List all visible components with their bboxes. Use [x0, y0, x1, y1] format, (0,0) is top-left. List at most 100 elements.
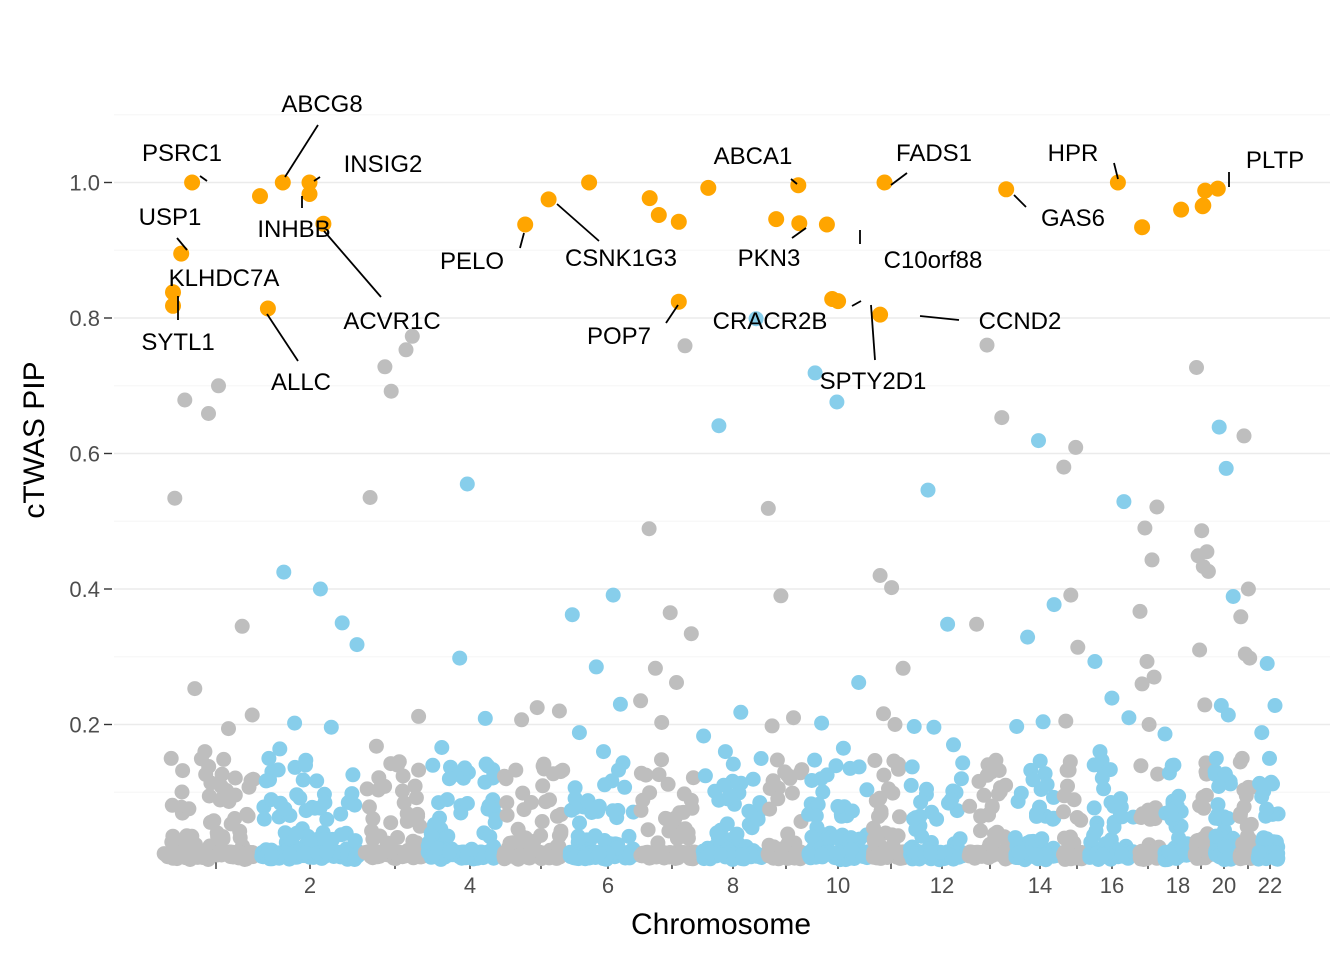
gene-point — [777, 764, 793, 780]
gene-point — [377, 778, 393, 794]
gene-point — [368, 738, 384, 754]
gene-point — [676, 786, 692, 802]
gene-point — [481, 798, 497, 814]
gene-point — [1059, 762, 1075, 778]
label-leader-line — [851, 300, 862, 307]
gene-point — [830, 799, 846, 814]
gene-point — [1032, 799, 1047, 815]
gene-point — [1192, 798, 1208, 814]
gene-point — [425, 757, 441, 773]
highlighted-gene-point — [184, 174, 201, 191]
gene-label: ALLC — [271, 369, 331, 396]
gene-point — [1218, 460, 1234, 476]
gene-point — [876, 767, 892, 783]
gene-point — [1254, 725, 1270, 741]
highlighted-gene-point — [165, 284, 181, 301]
gene-point — [498, 771, 514, 787]
gene-point — [611, 762, 626, 778]
gene-point — [1240, 828, 1255, 844]
gene-point — [289, 787, 305, 803]
label-leader-line — [176, 237, 188, 251]
gene-point — [1092, 744, 1108, 760]
gene-point — [323, 719, 339, 735]
gene-point — [441, 844, 457, 860]
highlighted-gene-point — [818, 216, 835, 233]
x-tick-label: 18 — [1166, 873, 1190, 898]
gene-point — [815, 784, 831, 800]
gene-point — [685, 770, 701, 786]
gene-point — [232, 823, 248, 839]
gene-point — [1056, 459, 1072, 475]
gene-label: INHBB — [257, 216, 330, 243]
gene-point — [851, 675, 867, 690]
gene-point — [807, 365, 823, 381]
gene-point — [258, 773, 274, 789]
highlighted-gene-point — [1173, 201, 1190, 218]
gene-point — [256, 811, 272, 827]
gene-point — [580, 793, 596, 809]
gene-point — [903, 777, 919, 793]
gene-point — [549, 808, 565, 824]
gene-point — [1032, 753, 1048, 769]
label-leader-line — [556, 203, 600, 242]
gene-point — [1061, 846, 1077, 861]
label-leader-line — [919, 315, 960, 321]
gene-point — [904, 759, 920, 775]
gene-point — [835, 740, 851, 756]
gene-point — [1234, 750, 1250, 766]
gene-point — [804, 773, 820, 788]
gene-point — [484, 847, 500, 862]
gene-label: PLTP — [1246, 147, 1304, 174]
gene-point — [234, 618, 250, 634]
x-axis-ticks: 2 4 6 8 10 12 14 16 18 20 22 — [215, 862, 1282, 898]
gene-point — [439, 792, 455, 808]
highlighted-gene-point — [274, 174, 291, 191]
gene-point — [282, 846, 298, 862]
gene-point — [1192, 642, 1208, 658]
gene-point — [750, 811, 766, 827]
gene-point — [633, 693, 649, 709]
gene-point — [298, 803, 314, 819]
gene-point — [884, 827, 900, 843]
gene-point — [272, 795, 288, 811]
gene-point — [1200, 563, 1216, 579]
label-leader-line — [266, 313, 299, 362]
gene-point — [926, 719, 942, 735]
gene-point — [227, 811, 243, 826]
gene-point — [906, 811, 922, 827]
gene-point — [765, 773, 781, 789]
gene-point — [287, 715, 303, 731]
gene-point — [725, 756, 741, 772]
gene-point — [261, 750, 277, 766]
gene-point — [786, 710, 801, 726]
x-axis-title: Chromosome — [631, 908, 811, 941]
gene-point — [453, 805, 469, 821]
gene-point — [227, 770, 243, 786]
gene-point — [1086, 800, 1102, 816]
gene-point — [1088, 823, 1104, 839]
highlighted-gene-point — [1209, 180, 1226, 197]
gene-point — [522, 844, 538, 860]
gene-point — [318, 844, 334, 860]
gene-point — [464, 841, 480, 857]
gene-point — [1236, 799, 1252, 815]
gene-point — [617, 779, 633, 795]
gene-point — [979, 337, 995, 353]
gene-point — [829, 830, 844, 846]
gene-point — [1268, 850, 1284, 866]
gene-point — [605, 803, 621, 819]
gene-point — [533, 828, 549, 843]
gene-point — [1069, 810, 1085, 825]
highlighted-gene-point — [165, 297, 181, 314]
gene-point — [181, 801, 197, 817]
highlighted-gene-point — [830, 293, 847, 310]
gene-point — [993, 780, 1008, 796]
gene-point — [1256, 830, 1271, 846]
gene-point — [362, 490, 378, 505]
gene-point — [769, 752, 785, 768]
gene-point — [591, 846, 607, 862]
gene-label: FADS1 — [896, 140, 972, 167]
gene-point — [272, 741, 288, 757]
gene-label: ABCA1 — [714, 143, 793, 170]
gene-point — [1208, 750, 1224, 766]
